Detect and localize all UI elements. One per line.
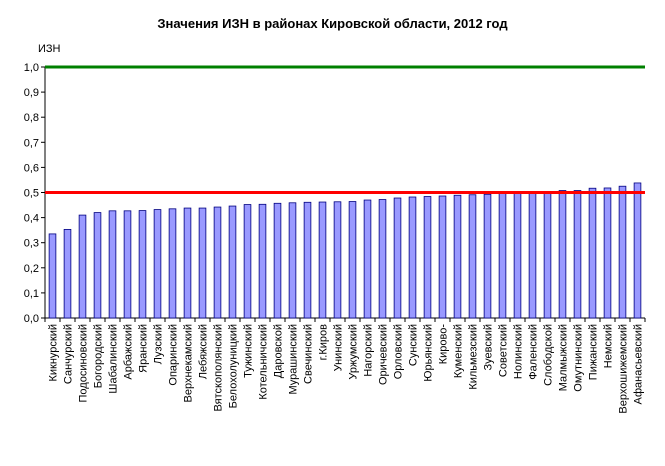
bar (48, 233, 57, 319)
y-tick-label: 0,2 (24, 263, 39, 275)
x-tick-label: Оричевский (378, 324, 390, 385)
bar (138, 210, 147, 319)
bar (213, 206, 222, 319)
bar (198, 207, 207, 319)
bar (228, 205, 237, 319)
bar (423, 196, 432, 319)
x-tick-label: Белохолуницкий (228, 324, 240, 408)
bar (588, 187, 597, 319)
bar (153, 209, 162, 319)
x-tick-label: Пижанский (588, 324, 600, 380)
bar (618, 185, 627, 319)
x-tick-label: Фаленский (528, 324, 540, 380)
x-tick-label: Омутнинский (573, 324, 585, 392)
bar (483, 193, 492, 319)
y-tick-label: 0,4 (24, 213, 39, 225)
chart-title: Значения ИЗН в районах Кировской области… (157, 16, 508, 31)
bar (108, 210, 117, 319)
bar (393, 197, 402, 319)
bar (543, 191, 552, 319)
x-tick-label: Даровской (273, 324, 285, 378)
x-tick-label: Кильмезский (468, 324, 480, 390)
bar (63, 228, 72, 319)
x-tick-label: Нолинский (513, 324, 525, 379)
x-tick-label: Советский (498, 324, 510, 377)
x-tick-label: Подосиновский (78, 324, 90, 402)
y-tick-label: 1,0 (24, 62, 39, 74)
x-tick-label: Немский (603, 324, 615, 368)
x-tick-label: Шабалинский (108, 324, 120, 394)
bar (453, 194, 462, 319)
x-tick-label: Зуевский (483, 324, 495, 370)
y-tick-label: 0,5 (24, 188, 39, 200)
y-tick-label: 0,1 (24, 288, 39, 300)
x-tick-label: Куменский (453, 324, 465, 378)
x-tick-label: Орловский (393, 324, 405, 379)
bar (378, 199, 387, 319)
x-tick-label: Кирово- (438, 324, 450, 365)
bar (243, 204, 252, 319)
x-tick-label: Малмыжский (558, 324, 570, 391)
y-tick-label: 0,3 (24, 238, 39, 250)
bar (168, 208, 177, 319)
x-tick-label: Мурашинский (288, 324, 300, 395)
x-tick-label: г.Киров (318, 324, 330, 361)
y-tick-label: 0,7 (24, 137, 39, 149)
bar (438, 195, 447, 319)
x-tick-label: Уржумский (348, 324, 360, 380)
x-tick-label: Тужинский (243, 324, 255, 378)
bar (258, 203, 267, 319)
x-tick-label: Лузский (153, 324, 165, 364)
x-tick-label: Афанасьевский (633, 324, 645, 405)
bar (603, 187, 612, 319)
y-tick-label: 0,6 (24, 162, 39, 174)
bar (468, 194, 477, 319)
x-tick-label: Слободской (543, 324, 555, 386)
bar (633, 182, 642, 319)
x-tick-label: Яранский (138, 324, 150, 373)
y-axis-label: ИЗН (38, 43, 61, 55)
bar (303, 201, 312, 319)
x-tick-label: Санчурский (63, 324, 75, 384)
bar (498, 193, 507, 319)
x-tick-label: Верхнекамский (183, 324, 195, 402)
x-tick-label: Арбажский (123, 324, 135, 380)
y-tick-label: 0,8 (24, 112, 39, 124)
x-tick-label: Опаринский (168, 324, 180, 386)
x-tick-label: Сунский (408, 324, 420, 366)
bar (573, 190, 582, 319)
bar (318, 201, 327, 319)
bar (348, 201, 357, 319)
bar (93, 212, 102, 319)
x-tick-label: Богородский (93, 324, 105, 388)
bar (288, 202, 297, 319)
y-tick-label: 0,0 (24, 313, 39, 325)
bar (513, 192, 522, 319)
bar (363, 199, 372, 319)
x-tick-label: Верхошижемский (618, 324, 630, 414)
x-tick-label: Котельничский (258, 324, 270, 400)
bar (78, 214, 87, 319)
x-tick-label: Унинский (333, 324, 345, 371)
bar (333, 201, 342, 319)
bar (528, 192, 537, 319)
bar (183, 207, 192, 319)
x-tick-label: Нагорский (363, 324, 375, 377)
x-tick-label: Свечинский (303, 324, 315, 384)
bar (273, 202, 282, 319)
bar (408, 196, 417, 319)
x-tick-label: Кикнурский (48, 324, 60, 382)
x-tick-label: Лебяжский (198, 324, 210, 379)
bar (558, 190, 567, 319)
x-tick-label: Юрьянский (423, 324, 435, 382)
y-tick-label: 0,9 (24, 87, 39, 99)
bar (123, 210, 132, 319)
x-tick-label: Вятскополянский (213, 324, 225, 412)
